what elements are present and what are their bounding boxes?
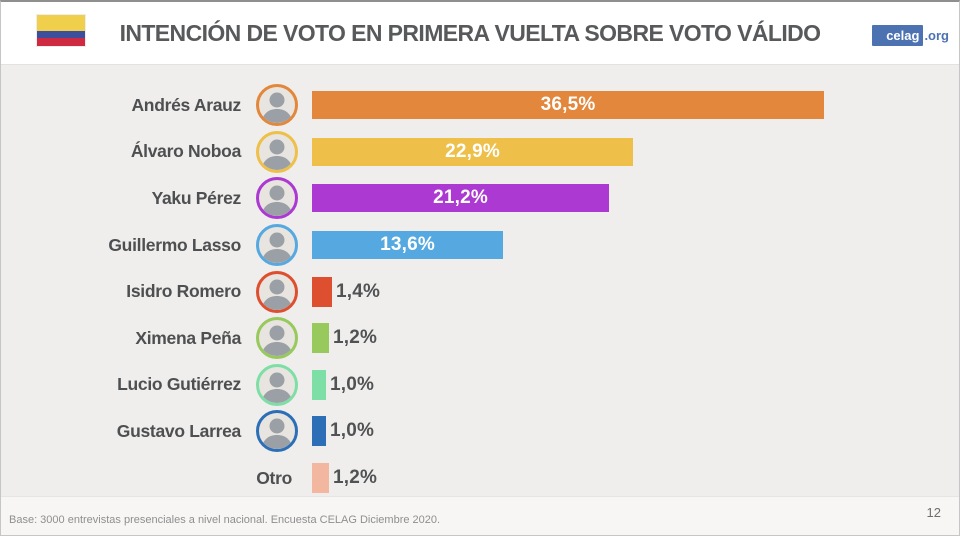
- chart-row: Gustavo Larrea 1,0%: [1, 408, 959, 455]
- celag-logo-domain: .org: [924, 27, 949, 43]
- candidate-avatar: [256, 224, 298, 267]
- row-label-zone: Andrés Arauz: [1, 84, 312, 127]
- row-bar-zone: 36,5%: [312, 91, 959, 120]
- candidate-name: Otro: [256, 467, 292, 488]
- chart-row: Yaku Pérez 21,2%: [1, 175, 959, 222]
- vote-bar: 22,9%: [312, 137, 633, 166]
- candidate-name: Isidro Romero: [126, 281, 241, 302]
- person-icon: [262, 279, 292, 310]
- flag-yellow-stripe: [37, 15, 85, 31]
- person-icon: [262, 139, 292, 170]
- row-label-zone: Isidro Romero: [1, 270, 312, 313]
- vote-bar: [312, 463, 329, 494]
- person-icon: [262, 372, 292, 403]
- row-label-zone: Otro: [1, 468, 312, 489]
- ecuador-flag-icon: [37, 15, 85, 46]
- row-label-zone: Gustavo Larrea: [1, 410, 312, 453]
- person-icon: [262, 185, 292, 217]
- row-label-zone: Ximena Peña: [1, 317, 312, 360]
- candidate-name: Yaku Pérez: [151, 187, 242, 208]
- row-label-zone: Yaku Pérez: [1, 177, 312, 220]
- vote-percentage: 21,2%: [433, 187, 488, 209]
- candidate-avatar: [256, 410, 298, 453]
- chart-row: Isidro Romero 1,4%: [1, 268, 959, 315]
- vote-bar: [312, 276, 332, 307]
- source-note: Base: 3000 entrevistas presenciales a ni…: [9, 514, 441, 526]
- person-icon: [262, 92, 292, 124]
- candidate-name: Guillermo Lasso: [108, 234, 241, 255]
- vote-percentage: 1,0%: [330, 420, 375, 442]
- vote-bar: 13,6%: [312, 231, 503, 260]
- vote-bar: [312, 323, 329, 354]
- row-bar-zone: 1,0%: [312, 369, 959, 400]
- row-label-zone: Álvaro Noboa: [1, 130, 312, 173]
- bar-chart: Andrés Arauz 36,5% Álvaro Noboa 22,9% Yaku P…: [1, 65, 959, 501]
- chart-row: Álvaro Noboa 22,9%: [1, 129, 959, 176]
- vote-bar: 36,5%: [312, 91, 824, 120]
- vote-bar: [312, 416, 326, 447]
- row-bar-zone: 13,6%: [312, 231, 959, 260]
- vote-percentage: 1,2%: [333, 327, 378, 349]
- footer: Base: 3000 entrevistas presenciales a ni…: [1, 496, 959, 535]
- vote-bar: [312, 369, 326, 400]
- vote-bar: 21,2%: [312, 184, 609, 213]
- celag-logo[interactable]: celag .org: [872, 24, 949, 46]
- candidate-name: Ximena Peña: [135, 327, 241, 348]
- row-bar-zone: 22,9%: [312, 137, 959, 166]
- row-bar-zone: 1,2%: [312, 463, 959, 494]
- candidate-avatar: [256, 363, 298, 406]
- chart-row: Guillermo Lasso 13,6%: [1, 222, 959, 269]
- vote-percentage: 36,5%: [540, 94, 596, 116]
- candidate-name: Álvaro Noboa: [130, 141, 241, 162]
- flag-red-stripe: [37, 38, 85, 46]
- candidate-name: Lucio Gutiérrez: [117, 374, 241, 395]
- candidate-avatar: [256, 84, 298, 127]
- page-number: 12: [926, 505, 941, 520]
- flag-blue-stripe: [37, 30, 85, 39]
- vote-percentage: 1,4%: [336, 280, 381, 302]
- candidate-name: Gustavo Larrea: [116, 420, 242, 441]
- chart-row: Lucio Gutiérrez 1,0%: [1, 362, 959, 409]
- candidate-avatar: [256, 177, 298, 220]
- vote-percentage: 13,6%: [380, 234, 435, 256]
- person-icon: [262, 232, 292, 264]
- row-bar-zone: 21,2%: [312, 184, 959, 213]
- vote-percentage: 1,2%: [333, 467, 378, 489]
- person-icon: [262, 325, 292, 357]
- vote-percentage: 1,0%: [330, 373, 375, 395]
- page-title: INTENCIÓN DE VOTO EN PRIMERA VUELTA SOBR…: [119, 20, 821, 46]
- header: INTENCIÓN DE VOTO EN PRIMERA VUELTA SOBR…: [1, 2, 959, 65]
- candidate-name: Andrés Arauz: [131, 94, 241, 115]
- row-bar-zone: 1,2%: [312, 323, 959, 354]
- person-icon: [262, 418, 292, 450]
- vote-percentage: 22,9%: [445, 140, 500, 162]
- row-bar-zone: 1,0%: [312, 416, 959, 447]
- candidate-avatar: [256, 317, 298, 360]
- row-bar-zone: 1,4%: [312, 276, 959, 307]
- candidate-avatar: [256, 130, 298, 173]
- chart-row: Andrés Arauz 36,5%: [1, 82, 959, 129]
- row-label-zone: Lucio Gutiérrez: [1, 363, 312, 406]
- chart-row: Otro 1,2%: [1, 455, 959, 502]
- celag-logo-brand: celag: [872, 24, 924, 46]
- candidate-avatar: [256, 270, 298, 313]
- row-label-zone: Guillermo Lasso: [1, 224, 312, 267]
- chart-row: Ximena Peña 1,2%: [1, 315, 959, 362]
